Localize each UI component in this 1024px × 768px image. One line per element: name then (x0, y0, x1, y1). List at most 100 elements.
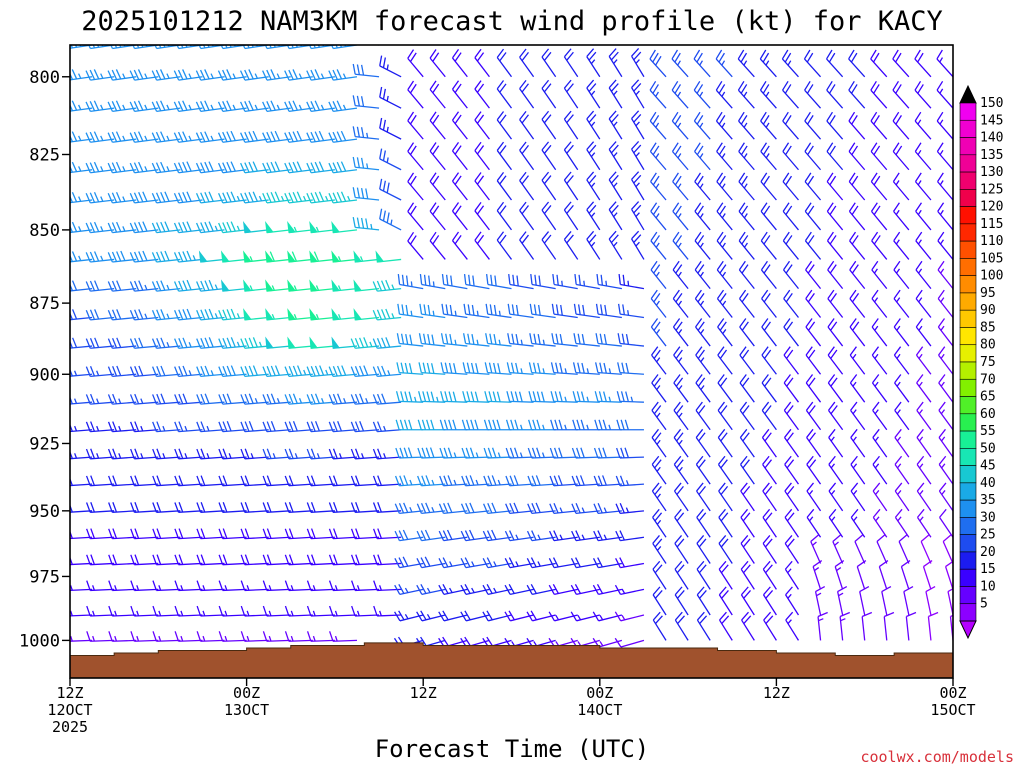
wind-barb (651, 401, 667, 431)
barb-feather (871, 346, 880, 356)
barb-feather (178, 337, 184, 349)
wind-barb (718, 482, 733, 512)
barb-feather (350, 421, 356, 432)
wind-barb (85, 192, 115, 204)
wind-barb (441, 303, 468, 319)
wind-barb (893, 289, 910, 318)
barb-feather (403, 502, 409, 513)
barb-feather (785, 586, 793, 596)
barb-feather (90, 393, 96, 405)
barb-flag (331, 336, 340, 349)
barb-feather (849, 318, 857, 328)
barb-feather (173, 252, 180, 263)
wind-barb (176, 45, 203, 50)
barb-feather (339, 45, 343, 48)
barb-flag (309, 250, 318, 263)
wind-barb (938, 374, 953, 403)
barb-feather (439, 475, 445, 487)
barb-half-feather (918, 381, 923, 387)
barb-half-feather (96, 453, 100, 459)
barb-feather (432, 52, 440, 62)
wind-barb (70, 585, 93, 592)
barb-feather (266, 475, 272, 486)
barb-feather (715, 49, 723, 60)
barb-feather (379, 55, 383, 66)
wind-barb (474, 80, 490, 109)
barb-feather (507, 303, 511, 315)
barb-half-feather (700, 329, 705, 335)
wind-barb (715, 80, 733, 109)
barb-feather (377, 528, 382, 539)
wind-barb (262, 69, 291, 81)
wind-barb (372, 528, 402, 540)
barb-feather (186, 308, 192, 319)
barb-feather (310, 421, 316, 432)
barb-half-feather (365, 398, 369, 404)
barb-feather (694, 172, 702, 182)
barb-feather (400, 333, 405, 345)
barb-feather (783, 318, 791, 328)
barb-feather (376, 309, 383, 320)
wind-barb (695, 318, 711, 347)
wind-barb (893, 231, 910, 260)
barb-feather (328, 580, 334, 591)
barb-feather (292, 192, 298, 203)
barb-feather (180, 45, 184, 49)
barb-half-feather (144, 284, 148, 291)
wind-barb (693, 49, 711, 78)
barb-feather (208, 279, 214, 291)
barb-feather (652, 52, 659, 63)
barb-half-feather (699, 122, 704, 128)
wind-barb (350, 502, 380, 513)
wind-barb (715, 49, 733, 78)
barb-feather (786, 432, 794, 442)
barb-feather (693, 80, 701, 91)
barb-feather (827, 318, 835, 328)
barb-feather (581, 334, 585, 345)
wind-barb (107, 250, 137, 263)
barb-feather (90, 421, 96, 432)
wind-barb (328, 475, 358, 487)
barb-feather (673, 401, 681, 411)
barb-feather (474, 231, 482, 241)
barb-feather (151, 101, 158, 112)
barb-feather (552, 274, 555, 285)
barb-half-feather (897, 490, 902, 495)
barb-feather (782, 111, 789, 122)
barb-feather (849, 260, 857, 271)
barb-feather (111, 309, 118, 320)
wind-barb (352, 95, 380, 109)
wind-barb (306, 69, 335, 81)
barb-feather (550, 362, 555, 373)
barb-feather (141, 45, 144, 48)
barb-feather (474, 80, 482, 90)
wind-barb (151, 69, 181, 81)
barb-half-feather (290, 585, 294, 591)
wind-barb (505, 502, 534, 514)
wind-barb (151, 221, 181, 234)
wind-barb (129, 191, 159, 204)
barb-feather (530, 584, 537, 594)
barb-feather (418, 333, 423, 344)
barb-feather (266, 101, 272, 112)
barb-feather (808, 377, 816, 387)
barb-feather (674, 52, 681, 63)
wind-barb (407, 231, 424, 260)
barb-feather (574, 584, 582, 594)
barb-half-feather (426, 613, 431, 620)
barb-feather (160, 251, 166, 262)
barb-feather (284, 605, 290, 617)
barb-half-feather (542, 339, 545, 345)
wind-barb (803, 49, 822, 78)
wind-barb (762, 482, 777, 512)
barb-feather (332, 162, 338, 173)
wind-barb (331, 220, 358, 234)
barb-feather (536, 447, 541, 458)
wind-barb (596, 274, 622, 290)
barb-feather (288, 69, 294, 80)
wind-barb (806, 428, 822, 458)
barb-half-feather (342, 73, 347, 79)
wind-barb (483, 419, 512, 431)
wind-barb (372, 502, 402, 513)
barb-half-feather (246, 585, 250, 591)
